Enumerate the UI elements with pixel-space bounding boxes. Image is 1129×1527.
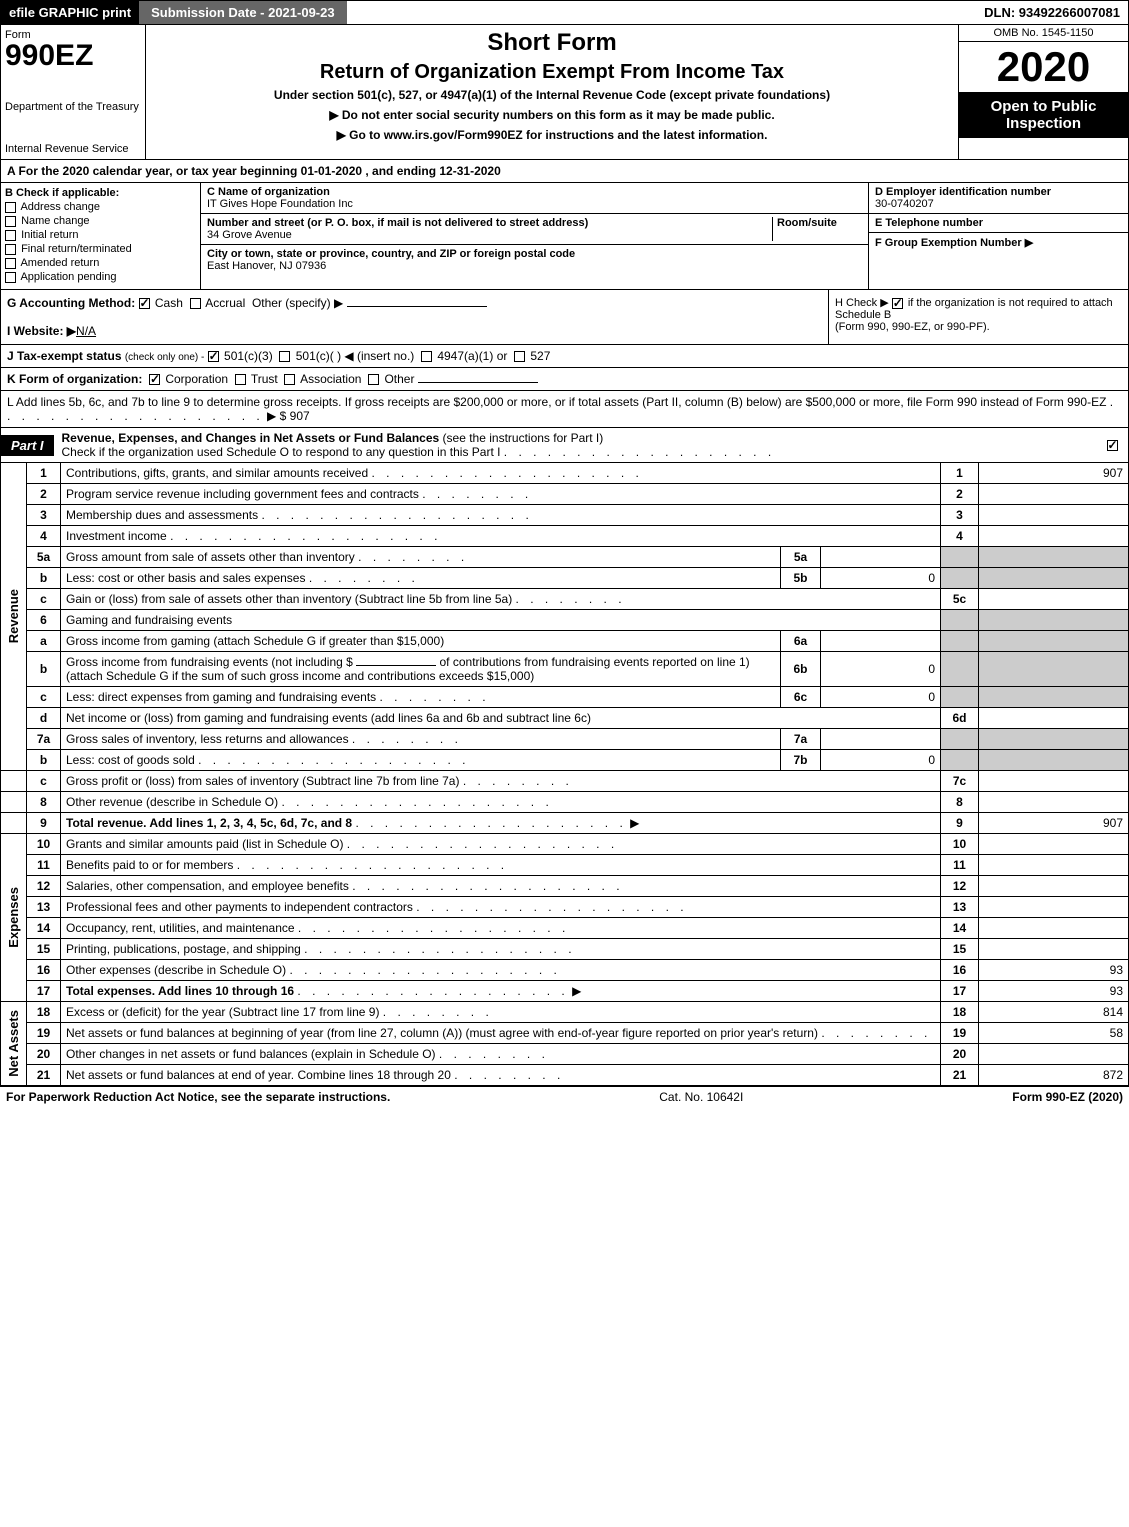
org-street: 34 Grove Avenue [207, 229, 292, 241]
line6b-value: 0 [821, 652, 941, 687]
f-group-label: F Group Exemption Number ▶ [875, 237, 1033, 249]
part1-note: (see the instructions for Part I) [443, 431, 604, 445]
dln-label: DLN: 93492266007081 [976, 1, 1128, 24]
line-h: H Check ▶ if the organization is not req… [828, 290, 1128, 344]
part1-check-text: Check if the organization used Schedule … [62, 445, 501, 459]
g-cash-checkbox[interactable] [139, 298, 150, 309]
line19-value: 58 [979, 1023, 1129, 1044]
revenue-section-label: Revenue [6, 589, 21, 643]
gross-receipts: 907 [290, 409, 310, 423]
col-c: C Name of organization IT Gives Hope Fou… [201, 183, 868, 289]
org-name: IT Gives Hope Foundation Inc [207, 198, 353, 210]
form-number: 990EZ [5, 41, 141, 71]
j-4947-checkbox[interactable] [421, 351, 432, 362]
c-name-label: C Name of organization [207, 186, 330, 198]
k-assoc-checkbox[interactable] [284, 374, 295, 385]
irs: Internal Revenue Service [5, 143, 141, 155]
line1-value: 907 [979, 463, 1129, 484]
org-city: East Hanover, NJ 07936 [207, 260, 326, 272]
part1-schedule-o-checkbox[interactable] [1107, 440, 1118, 451]
subtitle: Under section 501(c), 527, or 4947(a)(1)… [154, 88, 950, 102]
revenue-table: Revenue 1 Contributions, gifts, grants, … [0, 463, 1129, 1086]
k-other-checkbox[interactable] [368, 374, 379, 385]
ein-value: 30-0740207 [875, 198, 934, 210]
top-bar: efile GRAPHIC print Submission Date - 20… [0, 0, 1129, 25]
b-initial-return[interactable]: Initial return [5, 229, 196, 241]
cat-no: Cat. No. 10642I [390, 1090, 1012, 1104]
b-header: B Check if applicable: [5, 187, 196, 199]
block-bcdef: B Check if applicable: Address change Na… [0, 183, 1129, 290]
row-gh: G Accounting Method: Cash Accrual Other … [0, 290, 1129, 345]
expenses-section-label: Expenses [6, 887, 21, 948]
line-l: L Add lines 5b, 6c, and 7b to line 9 to … [0, 391, 1129, 428]
line6c-value: 0 [821, 687, 941, 708]
c-room-label: Room/suite [777, 217, 837, 229]
h-checkbox[interactable] [892, 298, 903, 309]
open-public: Open to Public Inspection [959, 92, 1128, 138]
department: Department of the Treasury [5, 101, 141, 113]
col-b: B Check if applicable: Address change Na… [1, 183, 201, 289]
col-def: D Employer identification number 30-0740… [868, 183, 1128, 289]
form-page-ref: Form 990-EZ (2020) [1012, 1090, 1123, 1104]
line-i: I Website: ▶N/A [7, 324, 822, 338]
k-trust-checkbox[interactable] [235, 374, 246, 385]
form-header: Form 990EZ Department of the Treasury In… [0, 25, 1129, 160]
line17-value: 93 [979, 981, 1129, 1002]
submission-date: Submission Date - 2021-09-23 [139, 1, 347, 24]
part1-title: Revenue, Expenses, and Changes in Net As… [62, 431, 440, 445]
c-street-label: Number and street (or P. O. box, if mail… [207, 217, 588, 229]
b-application-pending[interactable]: Application pending [5, 271, 196, 283]
line5b-value: 0 [821, 568, 941, 589]
j-501c3-checkbox[interactable] [208, 351, 219, 362]
line-g: G Accounting Method: Cash Accrual Other … [7, 296, 822, 310]
c-city-label: City or town, state or province, country… [207, 248, 575, 260]
efile-label[interactable]: efile GRAPHIC print [1, 1, 139, 24]
website-value[interactable]: N/A [76, 324, 96, 338]
line7b-value: 0 [821, 750, 941, 771]
ssn-warning: ▶ Do not enter social security numbers o… [154, 108, 950, 122]
b-amended-return[interactable]: Amended return [5, 257, 196, 269]
short-form-title: Short Form [154, 29, 950, 57]
paperwork-notice: For Paperwork Reduction Act Notice, see … [6, 1090, 390, 1104]
e-tel-label: E Telephone number [875, 217, 983, 229]
netassets-section-label: Net Assets [6, 1010, 21, 1077]
part1-header: Part I Revenue, Expenses, and Changes in… [0, 428, 1129, 463]
line-a: A For the 2020 calendar year, or tax yea… [0, 160, 1129, 183]
j-501c-checkbox[interactable] [279, 351, 290, 362]
line-k: K Form of organization: Corporation Trus… [0, 368, 1129, 391]
b-address-change[interactable]: Address change [5, 201, 196, 213]
tax-year: 2020 [959, 42, 1128, 92]
page-footer: For Paperwork Reduction Act Notice, see … [0, 1086, 1129, 1107]
goto-link[interactable]: ▶ Go to www.irs.gov/Form990EZ for instru… [154, 128, 950, 142]
omb-number: OMB No. 1545-1150 [959, 25, 1128, 42]
line21-value: 872 [979, 1065, 1129, 1086]
return-title: Return of Organization Exempt From Incom… [154, 61, 950, 84]
b-final-return[interactable]: Final return/terminated [5, 243, 196, 255]
g-accrual-checkbox[interactable] [190, 298, 201, 309]
d-ein-label: D Employer identification number [875, 186, 1051, 198]
part1-label: Part I [1, 435, 54, 456]
line9-value: 907 [979, 813, 1129, 834]
j-527-checkbox[interactable] [514, 351, 525, 362]
line16-value: 93 [979, 960, 1129, 981]
k-corp-checkbox[interactable] [149, 374, 160, 385]
b-name-change[interactable]: Name change [5, 215, 196, 227]
line18-value: 814 [979, 1002, 1129, 1023]
line-j: J Tax-exempt status (check only one) - 5… [0, 345, 1129, 368]
